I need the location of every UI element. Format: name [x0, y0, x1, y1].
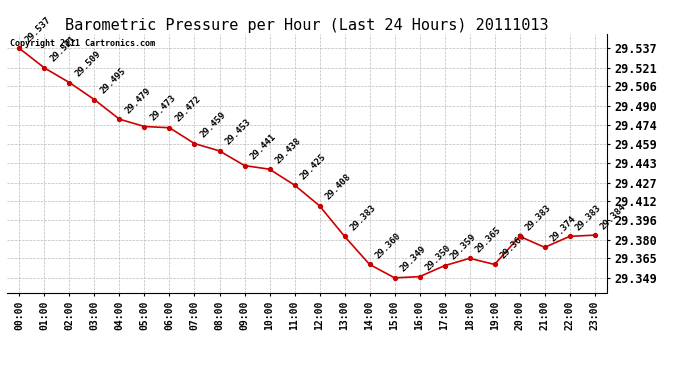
Text: 29.438: 29.438 — [274, 136, 303, 165]
Text: 29.479: 29.479 — [124, 86, 152, 115]
Text: 29.495: 29.495 — [99, 66, 128, 96]
Text: 29.349: 29.349 — [399, 244, 428, 274]
Text: 29.521: 29.521 — [48, 34, 78, 64]
Text: 29.473: 29.473 — [148, 93, 178, 122]
Text: 29.383: 29.383 — [524, 203, 553, 232]
Text: 29.383: 29.383 — [348, 203, 378, 232]
Text: 29.365: 29.365 — [474, 225, 503, 254]
Title: Barometric Pressure per Hour (Last 24 Hours) 20111013: Barometric Pressure per Hour (Last 24 Ho… — [66, 18, 549, 33]
Text: 29.384: 29.384 — [599, 202, 628, 231]
Text: 29.472: 29.472 — [174, 94, 203, 124]
Text: Copyright 2011 Cartronics.com: Copyright 2011 Cartronics.com — [10, 39, 155, 48]
Text: 29.383: 29.383 — [574, 203, 603, 232]
Text: 29.408: 29.408 — [324, 172, 353, 202]
Text: 29.537: 29.537 — [23, 15, 52, 44]
Text: 29.453: 29.453 — [224, 118, 253, 147]
Text: 29.360: 29.360 — [374, 231, 403, 260]
Text: 29.459: 29.459 — [199, 110, 228, 140]
Text: 29.509: 29.509 — [74, 49, 103, 78]
Text: 29.350: 29.350 — [424, 243, 453, 273]
Text: 29.359: 29.359 — [448, 232, 478, 261]
Text: 29.425: 29.425 — [299, 152, 328, 181]
Text: 29.360: 29.360 — [499, 231, 528, 260]
Text: 29.441: 29.441 — [248, 132, 278, 161]
Text: 29.374: 29.374 — [549, 214, 578, 243]
